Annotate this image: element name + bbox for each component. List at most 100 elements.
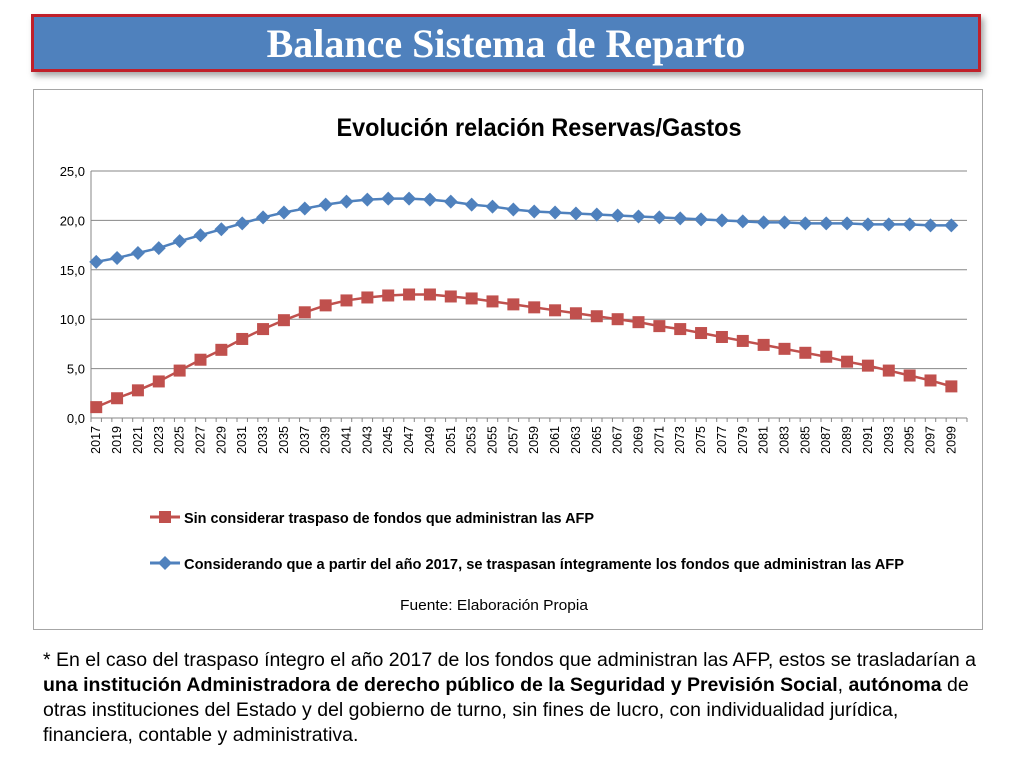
y-tick-label: 25,0 xyxy=(60,164,85,179)
x-tick-label: 2071 xyxy=(652,426,666,454)
x-tick-label: 2031 xyxy=(235,426,249,454)
data-point xyxy=(548,205,563,220)
x-tick-label: 2093 xyxy=(882,426,896,454)
data-point xyxy=(193,228,208,243)
data-point xyxy=(277,314,290,327)
x-tick-label: 2051 xyxy=(444,426,458,454)
x-tick-label: 2063 xyxy=(569,426,583,454)
chart-title: Evolución relación Reservas/Gastos xyxy=(337,114,742,142)
x-tick-label: 2081 xyxy=(757,426,771,454)
data-point xyxy=(339,194,354,209)
x-tick-label: 2017 xyxy=(89,426,103,454)
x-tick-label: 2037 xyxy=(298,426,312,454)
data-point xyxy=(485,199,500,214)
data-point xyxy=(715,330,728,343)
x-tick-label: 2049 xyxy=(423,426,437,454)
data-point xyxy=(610,208,625,223)
data-point xyxy=(444,290,457,303)
x-tick-label: 2055 xyxy=(486,426,500,454)
data-point xyxy=(298,306,311,319)
x-tick-label: 2033 xyxy=(256,426,270,454)
data-point xyxy=(152,375,165,388)
legend-label: Considerando que a partir del año 2017, … xyxy=(184,556,904,573)
x-tick-label: 2059 xyxy=(527,426,541,454)
legend-marker xyxy=(158,556,172,570)
data-point xyxy=(173,364,186,377)
data-point xyxy=(131,384,144,397)
x-tick-label: 2095 xyxy=(903,426,917,454)
data-point xyxy=(236,332,249,345)
y-tick-label: 15,0 xyxy=(60,263,85,278)
x-tick-label: 2073 xyxy=(673,426,687,454)
x-tick-label: 2079 xyxy=(736,426,750,454)
data-point xyxy=(882,364,895,377)
data-point xyxy=(736,334,749,347)
footnote-text-3: de otras instituciones del Estado y del … xyxy=(43,674,969,746)
data-point xyxy=(778,342,791,355)
data-point xyxy=(90,401,103,414)
x-tick-label: 2029 xyxy=(214,426,228,454)
data-point xyxy=(590,310,603,323)
data-point xyxy=(361,291,374,304)
data-point xyxy=(297,201,312,216)
data-point xyxy=(944,218,959,233)
data-point xyxy=(632,316,645,329)
data-point xyxy=(652,210,667,225)
x-tick-label: 2039 xyxy=(319,426,333,454)
x-tick-label: 2025 xyxy=(173,426,187,454)
x-tick-label: 2067 xyxy=(611,426,625,454)
data-point xyxy=(506,202,521,217)
data-point xyxy=(464,197,479,212)
data-point xyxy=(402,191,417,206)
legend-label: Sin considerar traspaso de fondos que ad… xyxy=(184,510,594,527)
data-point xyxy=(214,222,229,237)
x-tick-label: 2061 xyxy=(548,426,562,454)
data-point xyxy=(611,313,624,326)
line-chart: Evolución relación Reservas/Gastos 0,0 5,0… xyxy=(60,114,968,614)
data-point xyxy=(381,191,396,206)
data-point xyxy=(318,197,333,212)
data-point xyxy=(528,301,541,314)
x-tick-label: 2089 xyxy=(840,426,854,454)
data-point xyxy=(841,355,854,368)
data-point xyxy=(631,209,646,224)
data-point xyxy=(403,288,416,301)
slide-title-bar: Balance Sistema de Reparto xyxy=(31,14,981,72)
data-point xyxy=(89,254,104,269)
data-point xyxy=(486,295,499,308)
data-point xyxy=(319,299,332,312)
y-tick-label: 5,0 xyxy=(67,362,85,377)
data-point xyxy=(194,353,207,366)
data-point xyxy=(111,392,124,405)
data-point xyxy=(799,346,812,359)
slide-title: Balance Sistema de Reparto xyxy=(266,20,746,66)
data-point xyxy=(694,212,709,227)
data-point xyxy=(235,216,250,231)
x-tick-label: 2047 xyxy=(402,426,416,454)
data-point xyxy=(735,214,750,229)
data-point xyxy=(256,210,271,225)
chart-source: Fuente: Elaboración Propia xyxy=(400,597,589,614)
footnote-text-2: , xyxy=(837,674,849,696)
footnote-bold-1: una institución Administradora de derech… xyxy=(43,674,838,696)
x-tick-label: 2083 xyxy=(778,426,792,454)
x-tick-label: 2035 xyxy=(277,426,291,454)
data-point xyxy=(382,289,395,302)
data-point xyxy=(820,350,833,363)
x-tick-label: 2023 xyxy=(152,426,166,454)
data-point xyxy=(840,216,855,231)
x-tick-label: 2021 xyxy=(131,426,145,454)
data-point xyxy=(903,369,916,382)
x-tick-label: 2057 xyxy=(506,426,520,454)
data-point xyxy=(527,204,542,219)
y-tick-label: 20,0 xyxy=(60,213,85,228)
x-tick-label: 2041 xyxy=(340,426,354,454)
x-tick-label: 2069 xyxy=(632,426,646,454)
data-point xyxy=(673,211,688,226)
data-point xyxy=(257,323,270,336)
data-point xyxy=(757,338,770,351)
x-tick-label: 2043 xyxy=(360,426,374,454)
chart-container: Evolución relación Reservas/Gastos 0,0 5,0… xyxy=(33,89,983,630)
y-tick-label: 10,0 xyxy=(60,312,85,327)
x-tick-label: 2065 xyxy=(590,426,604,454)
